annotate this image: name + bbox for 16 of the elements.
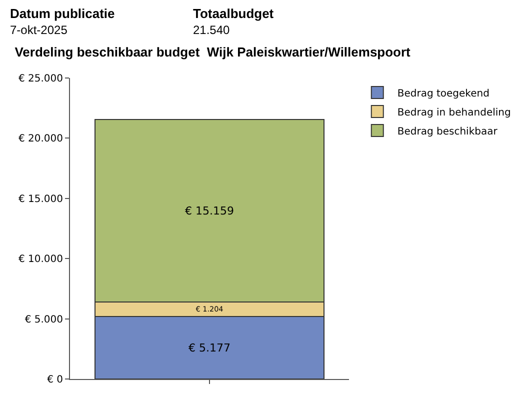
text: 21.540 xyxy=(193,23,230,37)
text: Datum publicatie xyxy=(10,6,115,21)
text: 7-okt-2025 xyxy=(10,23,68,37)
legend-label: Bedrag in behandeling xyxy=(397,107,511,118)
data-label: € 15.159 xyxy=(185,204,234,218)
data-label: € 5.177 xyxy=(188,341,230,354)
chart-title: Verdeling beschikbaar budget Wijk Paleiskwartier/Willemspoort xyxy=(14,44,412,60)
legend-label: Bedrag beschikbaar xyxy=(397,126,498,138)
y-tick-label: € 0 xyxy=(47,374,63,386)
y-tick-label: € 5.000 xyxy=(24,314,63,326)
legend-label: Bedrag toegekend xyxy=(397,88,490,100)
y-tick-label: € 20.000 xyxy=(18,134,63,145)
y-tick-label: € 15.000 xyxy=(18,194,63,205)
y-tick-label: € 25.000 xyxy=(18,74,63,84)
text: Totaalbudget xyxy=(193,6,274,21)
y-tick-label: € 10.000 xyxy=(18,254,63,266)
